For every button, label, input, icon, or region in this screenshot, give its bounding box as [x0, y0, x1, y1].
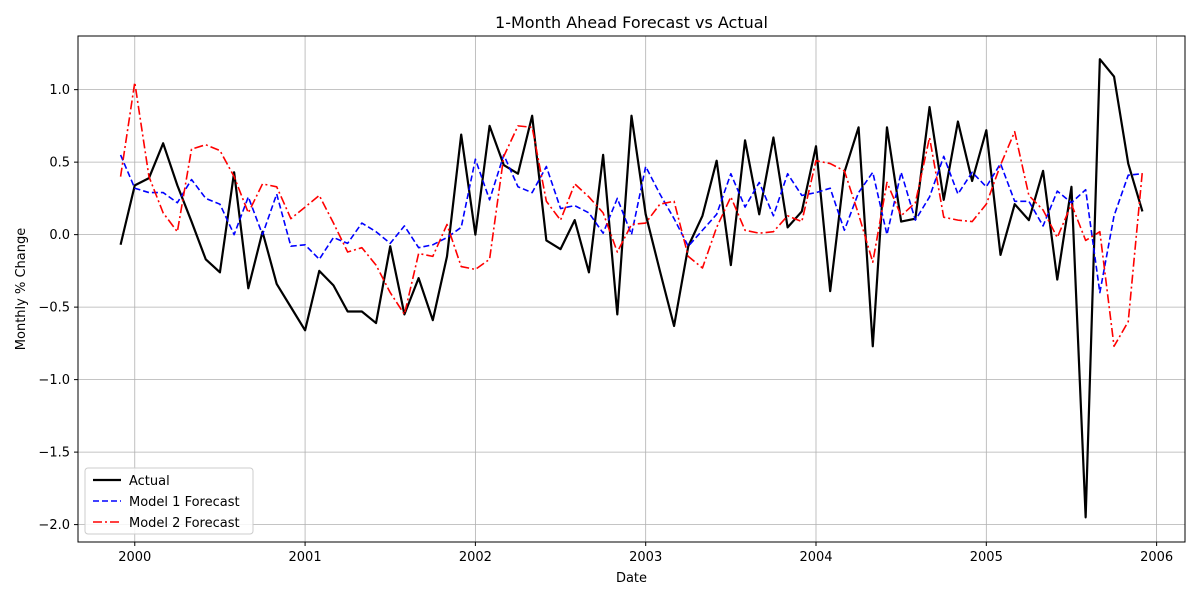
y-tick-label: −2.0: [38, 518, 70, 533]
grid-lines: [78, 36, 1185, 542]
series-line-model-2-forecast: [119, 81, 1144, 348]
x-tick-label: 2004: [799, 550, 832, 565]
y-tick-label: 0.0: [49, 228, 70, 243]
y-tick-label: −1.5: [38, 446, 70, 461]
x-tick-label: 2001: [289, 550, 322, 565]
plot-area-frame: [77, 35, 1186, 543]
legend-label: Actual: [129, 474, 170, 489]
axis-ticks: 2000 2001 2002 2003 2004 2005 2006 1.0 0.5 0.0 −0.…: [38, 83, 1173, 565]
y-axis-label: Monthly % Change: [14, 228, 29, 350]
legend-label: Model 2 Forecast: [129, 516, 240, 531]
series-line-actual: [119, 58, 1144, 519]
x-tick-label: 2003: [629, 550, 662, 565]
x-tick-label: 2005: [970, 550, 1003, 565]
x-axis-label: Date: [616, 571, 647, 586]
y-tick-label: 0.5: [49, 156, 70, 171]
y-tick-label: 1.0: [49, 83, 70, 98]
chart-title: 1-Month Ahead Forecast vs Actual: [495, 13, 768, 32]
legend: Actual Model 1 Forecast Model 2 Forecast: [84, 467, 254, 535]
series-lines: [119, 58, 1144, 519]
x-tick-label: 2002: [459, 550, 492, 565]
x-tick-label: 2000: [118, 550, 151, 565]
y-tick-label: −0.5: [38, 301, 70, 316]
y-tick-label: −1.0: [38, 373, 70, 388]
series-line-model-1-forecast: [119, 154, 1143, 294]
x-tick-label: 2006: [1140, 550, 1173, 565]
legend-label: Model 1 Forecast: [129, 495, 240, 510]
legend-frame: [84, 467, 254, 535]
